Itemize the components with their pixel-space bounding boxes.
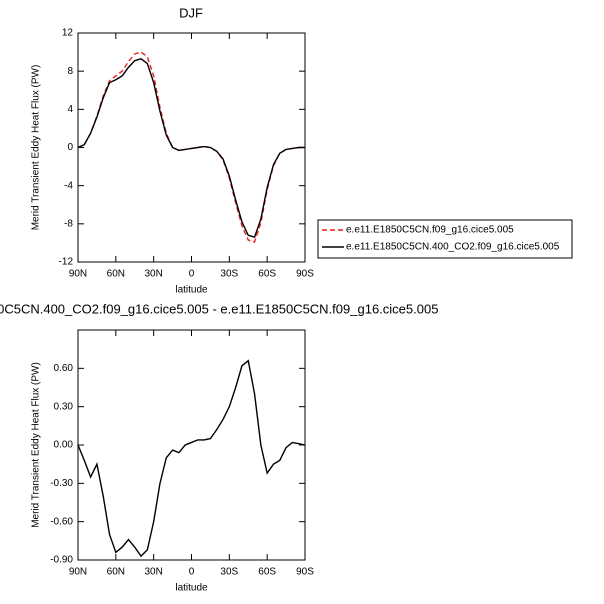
y-tick-label: -12 [59, 257, 74, 268]
y-tick-label: 12 [62, 28, 74, 39]
x-tick-label: 30N [144, 269, 162, 280]
series-line [77, 51, 305, 243]
y-tick-label: -8 [64, 218, 73, 229]
x-tick-label: 30S [220, 269, 238, 280]
y-tick-label: 0 [67, 142, 73, 153]
chart-title: DJF [179, 5, 203, 20]
x-tick-label: 90S [296, 567, 314, 578]
x-tick-label: 60N [107, 269, 125, 280]
x-tick-label: 30S [220, 567, 238, 578]
y-axis-label: Merid Transient Eddy Heat Flux (PW) [31, 362, 42, 528]
y-axis-label: Merid Transient Eddy Heat Flux (PW) [31, 65, 42, 231]
x-tick-label: 90S [296, 269, 314, 280]
legend-label: e.e11.E1850C5CN.400_CO2.f09_g16.cice5.00… [346, 242, 560, 253]
y-tick-label: 8 [67, 66, 73, 77]
legend-box [317, 219, 573, 259]
plot-frame [77, 329, 306, 561]
y-tick-label: -0.60 [50, 516, 73, 527]
x-tick-label: 90N [69, 567, 87, 578]
x-tick-label: 60N [107, 567, 125, 578]
y-tick-label: 4 [67, 104, 73, 115]
y-tick-label: 0.60 [54, 363, 74, 374]
series-line [77, 359, 306, 558]
x-axis-label: latitude [175, 583, 208, 594]
y-tick-label: -4 [64, 180, 73, 191]
x-tick-label: 90N [69, 269, 87, 280]
legend-label: e.e11.E1850C5CN.f09_g16.cice5.005 [346, 225, 514, 236]
x-tick-label: 0 [189, 567, 195, 578]
x-axis-label: latitude [175, 285, 208, 296]
x-tick-label: 60S [258, 269, 276, 280]
x-tick-label: 30N [144, 567, 162, 578]
plot-frame [77, 32, 306, 263]
y-tick-label: 0.00 [54, 440, 74, 451]
x-tick-label: 0 [189, 269, 195, 280]
series-line [77, 57, 305, 239]
x-tick-label: 60S [258, 567, 276, 578]
y-tick-label: 0.30 [54, 401, 74, 412]
chart-title: e.e11.E1850C5CN.400_CO2.f09_g16.cice5.00… [0, 301, 438, 316]
y-tick-label: -0.90 [50, 555, 73, 566]
y-tick-label: -0.30 [50, 478, 73, 489]
